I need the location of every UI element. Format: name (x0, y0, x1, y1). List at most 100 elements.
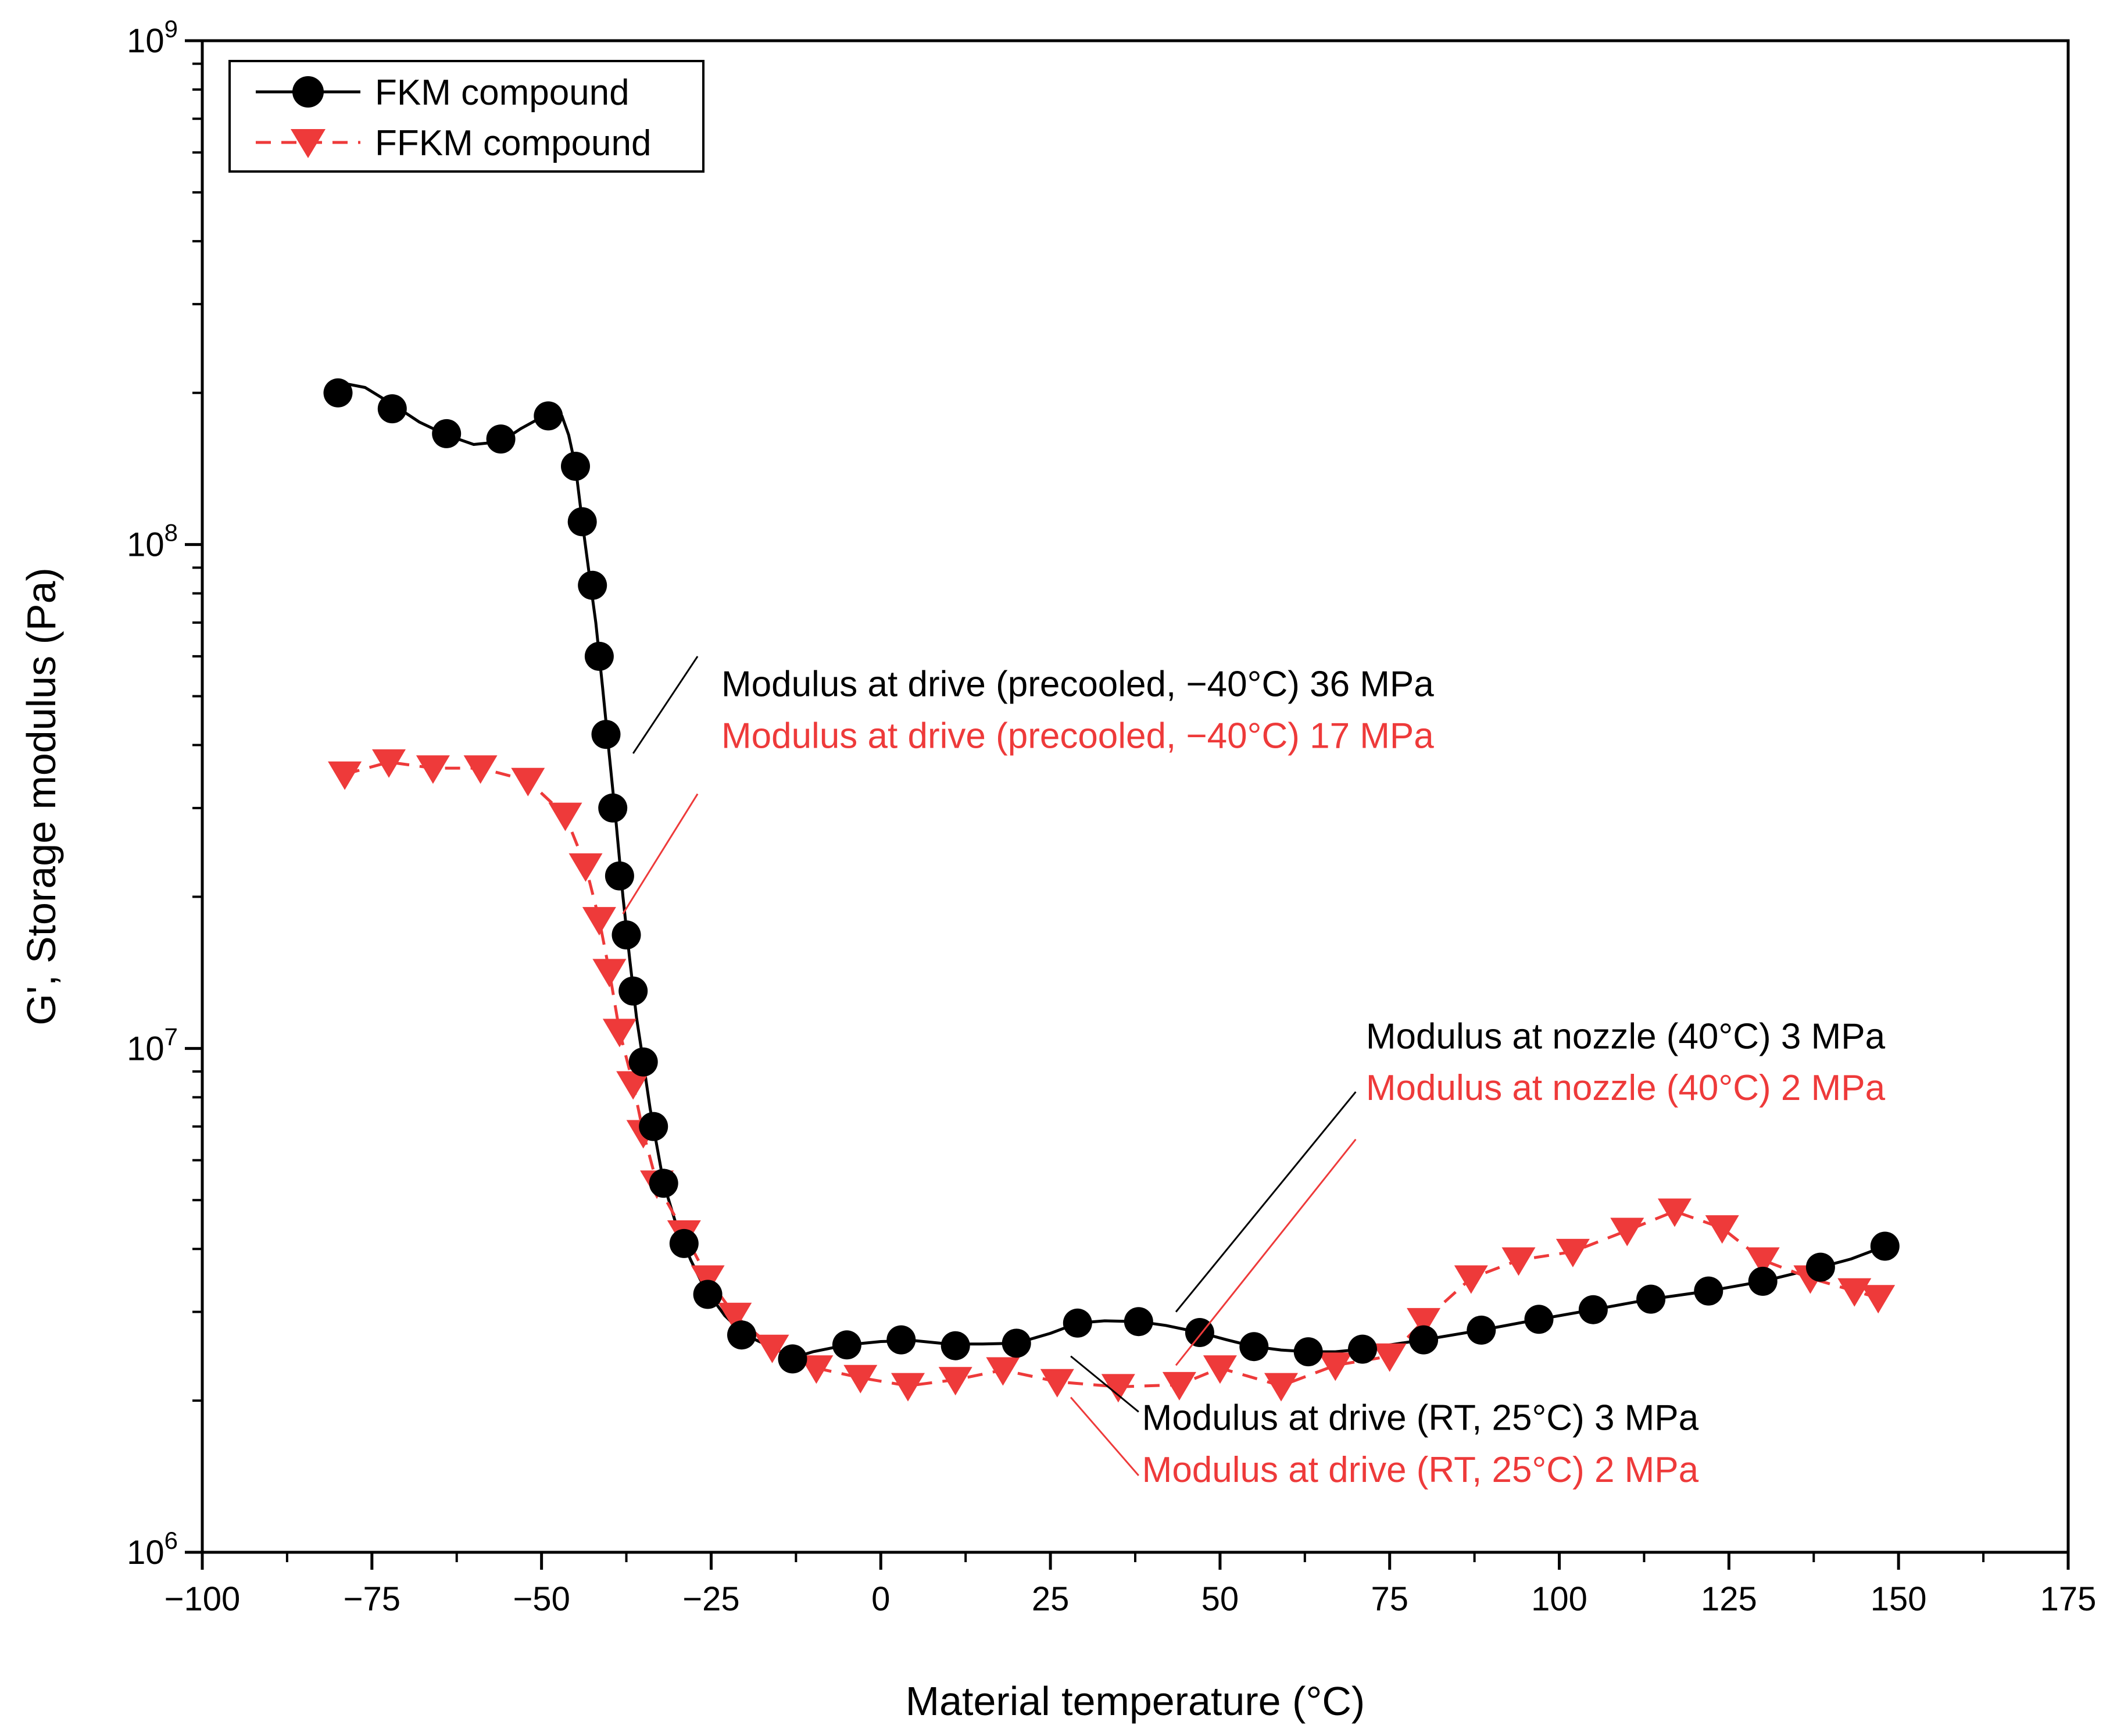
ffkm-point (592, 959, 627, 988)
fkm-point (377, 394, 407, 424)
ffkm-point (511, 767, 545, 796)
x-tick-label: 150 (1871, 1580, 1927, 1618)
y-tick-label: 106 (127, 1527, 178, 1571)
ffkm-point (616, 1071, 650, 1100)
x-tick-label: 100 (1531, 1580, 1587, 1618)
ffkm-point (1861, 1285, 1896, 1314)
fkm-point (1636, 1284, 1666, 1314)
fkm-point (486, 424, 516, 454)
y-tick-label: 108 (127, 519, 178, 564)
x-tick-label: 125 (1701, 1580, 1757, 1618)
ffkm-point (602, 1019, 636, 1048)
fkm-point (584, 641, 614, 671)
ffkm-point (1610, 1217, 1644, 1246)
x-tick-label: −25 (682, 1580, 739, 1618)
annotation-pointer (622, 793, 699, 915)
legend-label-ffkm: FFKM compound (375, 123, 652, 163)
fkm-point (941, 1331, 970, 1360)
ffkm-point (799, 1355, 834, 1384)
ffkm-point (891, 1373, 925, 1402)
fkm-point (1524, 1305, 1554, 1334)
x-tick-label: 50 (1201, 1580, 1239, 1618)
fkm-point (618, 976, 648, 1006)
legend-label-fkm: FKM compound (375, 73, 630, 113)
ffkm-point (1454, 1265, 1488, 1294)
annotation-label: Modulus at nozzle (40°C) 3 MPa (1366, 1016, 1886, 1056)
annotation-label: Modulus at nozzle (40°C) 2 MPa (1366, 1068, 1886, 1108)
y-tick-label: 107 (127, 1023, 178, 1067)
fkm-point (886, 1325, 916, 1355)
fkm-point (591, 720, 621, 749)
x-tick-label: 75 (1371, 1580, 1408, 1618)
fkm-point (1002, 1328, 1031, 1358)
ffkm-point (1264, 1373, 1298, 1402)
fkm-point (1748, 1266, 1778, 1296)
annotation-pointer (1175, 1091, 1357, 1313)
ffkm-point (568, 853, 603, 882)
annotation-pointer (1175, 1138, 1357, 1366)
fkm-point (639, 1112, 668, 1141)
x-tick-label: 175 (2040, 1580, 2097, 1618)
fkm-point (1124, 1307, 1153, 1337)
fkm-point (832, 1330, 861, 1360)
y-axis-title: G', Storage modulus (Pa) (19, 567, 64, 1026)
fkm-point (1063, 1308, 1092, 1338)
fkm-point (561, 452, 590, 481)
fkm-point (1694, 1276, 1723, 1306)
annotation-pointer (632, 656, 699, 754)
ffkm-point (582, 907, 616, 936)
legend-marker-ffkm (291, 129, 326, 158)
ffkm-point (1040, 1369, 1074, 1398)
fkm-point (578, 570, 607, 600)
fkm-point (649, 1169, 678, 1198)
ffkm-point (1501, 1247, 1536, 1276)
annotation-label: Modulus at drive (precooled, −40°C) 17 M… (721, 716, 1434, 756)
y-tick-label: 109 (127, 15, 178, 60)
ffkm-point (691, 1265, 725, 1294)
data-series (323, 378, 1900, 1403)
fkm-point (605, 861, 634, 891)
x-tick-label: −50 (513, 1580, 570, 1618)
legend: FKM compound FFKM compound (228, 60, 705, 173)
ffkm-point (1407, 1308, 1441, 1337)
ffkm-point (938, 1367, 972, 1396)
ffkm-point (1658, 1198, 1692, 1227)
ffkm-point (1555, 1238, 1590, 1267)
ffkm-point (463, 755, 498, 784)
ffkm-point (1162, 1371, 1196, 1401)
ffkm-point (718, 1302, 752, 1331)
fkm-point (1409, 1325, 1439, 1355)
fkm-point (1870, 1231, 1900, 1261)
ffkm-point (372, 749, 406, 778)
fkm-point (432, 419, 462, 448)
ffkm-point (1203, 1355, 1237, 1384)
fkm-point (727, 1320, 756, 1350)
annotation-label: Modulus at drive (RT, 25°C) 3 MPa (1142, 1398, 1699, 1438)
fkm-point (598, 793, 628, 823)
ffkm-point (328, 761, 362, 790)
fkm-point (612, 920, 641, 950)
ffkm-point (843, 1364, 878, 1394)
ffkm-point (1372, 1343, 1407, 1372)
fkm-point (1293, 1337, 1323, 1367)
fkm-point (628, 1047, 658, 1077)
legend-marker-fkm (292, 76, 324, 108)
annotation-label: Modulus at drive (precooled, −40°C) 36 M… (721, 665, 1434, 705)
ffkm-point (1318, 1352, 1353, 1381)
fkm-point (1805, 1252, 1835, 1282)
ffkm-point (1705, 1215, 1739, 1244)
fkm-point (534, 401, 563, 431)
ffkm-point (416, 755, 450, 784)
annotation-pointer (1070, 1396, 1139, 1476)
fkm-point (567, 507, 597, 537)
annotation-label: Modulus at drive (RT, 25°C) 2 MPa (1142, 1450, 1699, 1490)
ffkm-point (986, 1357, 1020, 1386)
ffkm-point (755, 1334, 789, 1363)
fkm-point (323, 378, 353, 408)
x-tick-label: −75 (344, 1580, 400, 1618)
fkm-point (1348, 1334, 1377, 1364)
fkm-point (1467, 1315, 1496, 1345)
annotations: Modulus at drive (precooled, −40°C) 36 M… (622, 656, 1886, 1490)
ffkm-point (548, 802, 582, 831)
